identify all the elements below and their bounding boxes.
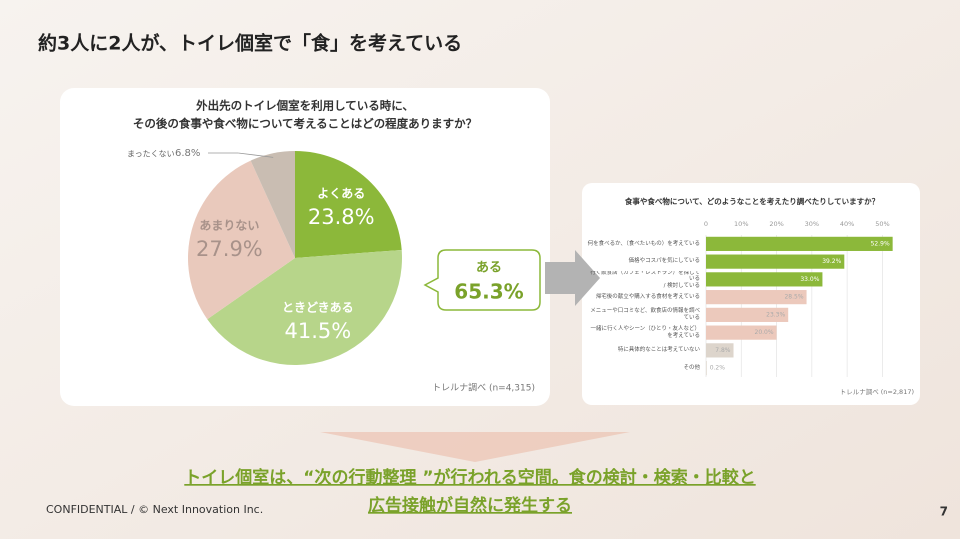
leader-line [238,152,274,158]
bar [706,307,789,322]
slice-value: 41.5% [284,319,351,343]
slide-title: 約3人に2人が、トイレ個室で「食」を考えている [38,32,462,55]
bar [706,325,777,340]
value-label: 7.8% [715,347,731,354]
chart-title: 食事や食べ物について、どのようなことを考えたり調べたりしていますか？ [625,196,879,206]
annotation-value: 65.3% [454,280,523,304]
category-text: 何を食べるか、（食べたいもの）を考えている [587,240,700,247]
x-tick-label: 20% [769,220,783,228]
slice-label: ときどきある [282,301,354,315]
chart-title: 外出先のトイレ個室を利用している時に、 [195,99,414,113]
bar [706,290,807,305]
x-tick-label: 0 [704,220,708,228]
slice-value: 6.8% [175,148,200,159]
bar [706,254,845,269]
callout-box [423,249,541,311]
value-label: 20.0% [755,329,774,336]
category-label: メニューや口コミなど、飲食店の情報を調べている [590,308,700,321]
source: トレルナ調べ (n=2,817) [840,387,914,396]
source: トレルナ調べ (n=4,315) [432,382,535,394]
slice-label: よくある [317,187,365,201]
value-label: 39.2% [822,258,841,265]
bar [706,272,823,287]
footer: CONFIDENTIAL / © Next Innovation Inc. [46,503,263,516]
slice-value: 23.8% [308,205,375,229]
pie-slice [207,249,402,366]
chart-title: その後の食事や食べ物について考えることはどの程度ありますか？ [133,117,477,131]
x-tick-label: 10% [734,220,748,228]
category-label: 特に具体的なことは考えていない [617,347,700,354]
conclusion: トイレ個室は、“次の行動整理 ”が行われる空間。食の検討・検索・比較と [184,467,755,488]
category-label: 一緒に行く人やシーン（ひとり・友人など） を考えている [590,326,700,339]
pie-slice [250,151,295,258]
x-tick-label: 30% [805,220,819,228]
arrow [545,250,600,306]
conclusion: 広告接触が自然に発生する [368,495,572,516]
category-label: 帰宅後の献立や購入する食材を考えている [595,293,700,300]
pie-slice [295,151,402,258]
page-number: 7 [940,505,948,519]
annotation-label: ある [476,261,502,276]
category-label: 何を食べるか、（食べたいもの）を考えている [587,240,700,247]
x-tick-label: 40% [840,220,854,228]
value-label: 28.5% [784,294,803,301]
value-label: 23.3% [766,311,785,318]
category-text: 帰宅後の献立や購入する食材を考えている [595,293,700,300]
category-label: その他 [683,364,700,371]
slice-value: 27.9% [196,237,263,261]
x-tick-label: 50% [875,220,889,228]
value-label: 33.0% [800,276,819,283]
category-label: 価格やコスパを気にしている [628,258,700,265]
bar [706,343,734,358]
category-text: 特に具体的なことは考えていない [617,347,700,354]
category-text: 行く飲食店（カフェ・レストラン）を探している / 検討している [590,270,700,289]
bar [706,236,893,251]
down-arrow [320,432,630,462]
value-label: 52.9% [871,240,890,247]
pie-slice [188,160,295,320]
category-text: 価格やコスパを気にしている [628,258,700,265]
category-text: その他 [683,364,700,371]
value-label: 0.2% [710,365,726,372]
bar [706,361,707,376]
category-text: 一緒に行く人やシーン（ひとり・友人など） を考えている [590,326,700,339]
category-text: メニューや口コミなど、飲食店の情報を調べている [590,308,700,321]
category-label: 行く飲食店（カフェ・レストラン）を探している / 検討している [590,270,700,289]
slice-label: まったくない [127,150,175,159]
slice-label: あまりない [199,219,259,233]
